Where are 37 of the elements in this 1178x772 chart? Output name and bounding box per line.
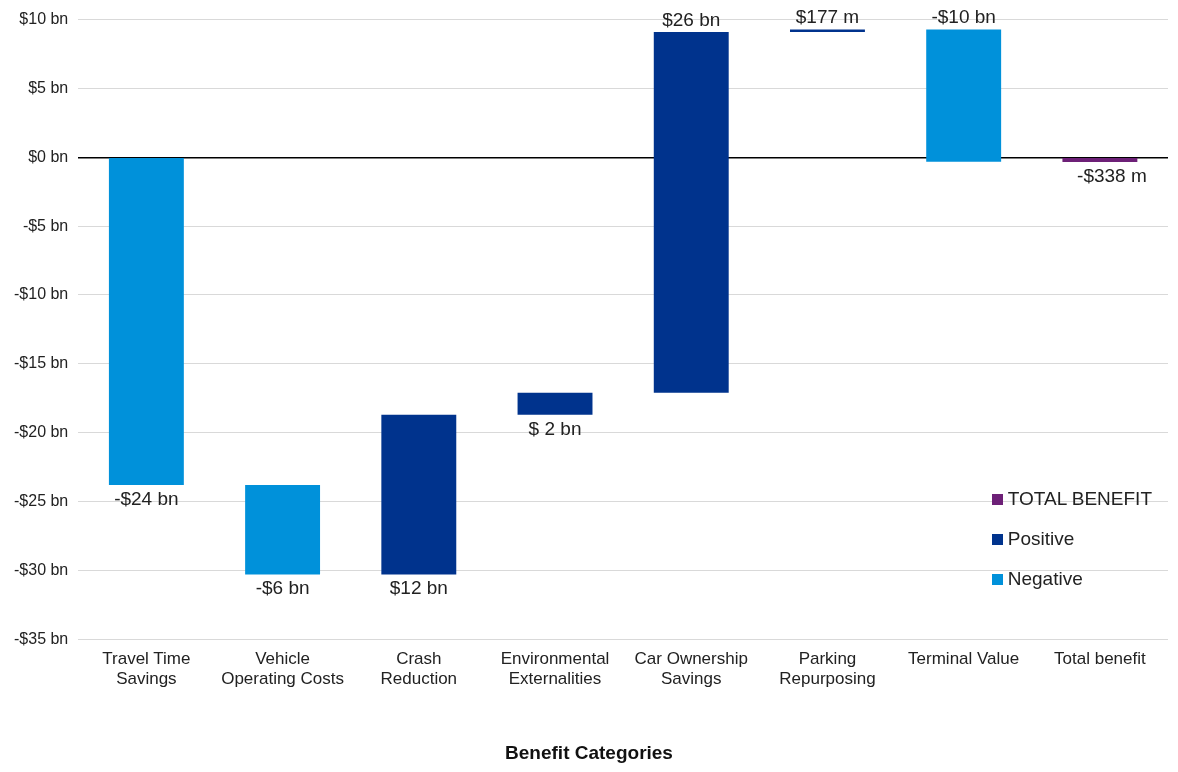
y-tick-label: -$15 bn <box>14 354 69 372</box>
legend-label: Positive <box>1007 528 1075 550</box>
y-tick-label: $5 bn <box>28 78 69 96</box>
y-tick-label: $0 bn <box>28 147 69 165</box>
legend-label: TOTAL BENEFIT <box>1007 488 1152 510</box>
x-tick-label: Crash Reduction <box>380 649 458 689</box>
x-axis-title: Benefit Categories <box>504 742 674 764</box>
x-tick-label: Travel Time Savings <box>102 649 191 689</box>
text: -$10 bn <box>931 6 996 28</box>
bar <box>517 392 593 415</box>
legend-label: Negative <box>1007 568 1083 590</box>
y-tick-label: $10 bn <box>19 10 69 28</box>
y-tick-label: -$5 bn <box>22 216 69 234</box>
x-tick-label: Parking Repurposing <box>779 649 876 689</box>
x-tick-label: Vehicle Operating Costs <box>221 649 345 689</box>
x-tick-label: Environmental Externalities <box>500 649 610 689</box>
bar <box>108 158 184 485</box>
bar <box>381 414 457 575</box>
text: -$6 bn <box>255 577 310 599</box>
text: $26 bn <box>662 8 721 30</box>
bar <box>1062 158 1138 162</box>
text: $12 bn <box>389 577 448 599</box>
bar <box>245 484 321 575</box>
bar <box>926 29 1002 162</box>
x-tick-label: Car Ownership Savings <box>634 649 748 689</box>
text: -$338 m <box>1077 164 1147 186</box>
y-tick-label: -$20 bn <box>14 423 69 441</box>
x-tick-label: Terminal Value <box>908 649 1020 669</box>
y-tick-label: -$10 bn <box>14 285 69 303</box>
y-tick-label: -$25 bn <box>14 491 69 509</box>
bar <box>653 31 729 393</box>
text: $177 m <box>795 6 860 28</box>
text: $ 2 bn <box>528 417 582 439</box>
text: -$24 bn <box>114 487 179 509</box>
y-tick-label: -$30 bn <box>14 560 69 578</box>
x-tick-label: Total benefit <box>1054 649 1146 669</box>
y-tick-label: -$35 bn <box>14 629 69 647</box>
